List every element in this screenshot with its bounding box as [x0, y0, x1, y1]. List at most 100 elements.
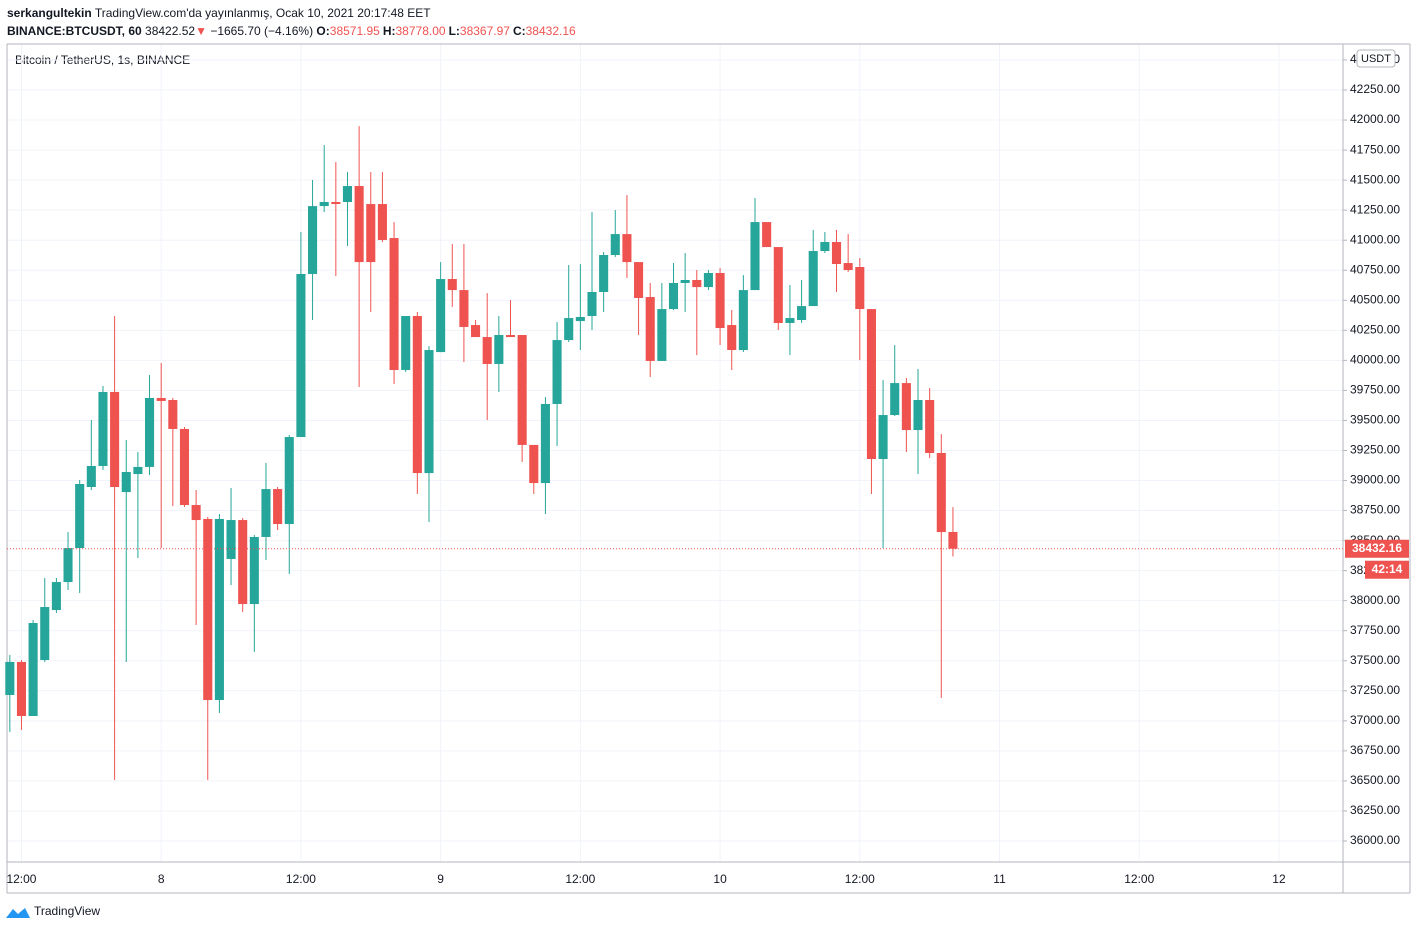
candle-body	[785, 318, 795, 323]
x-tick-label: 10	[713, 872, 727, 886]
y-tick-label: 42000.00	[1350, 112, 1400, 126]
logo: TradingView	[6, 904, 100, 918]
candle-body	[505, 335, 516, 338]
candle-body	[156, 397, 166, 401]
candle-body	[319, 202, 329, 207]
candle-body	[191, 505, 201, 521]
y-tick-label: 36750.00	[1350, 743, 1400, 757]
candle-body	[16, 661, 27, 717]
y-tick-label: 37500.00	[1350, 653, 1400, 667]
y-tick-label: 37750.00	[1350, 623, 1400, 637]
candle-body	[284, 437, 294, 525]
y-tick-label: 40000.00	[1350, 353, 1400, 367]
currency-badge	[1356, 49, 1396, 68]
candle-body	[133, 466, 143, 475]
candle-body	[75, 483, 85, 549]
candle-body	[273, 489, 283, 525]
ohlc-value: 38367.97	[459, 24, 510, 38]
ohlc-value: 38571.95	[329, 24, 380, 38]
y-tick-label: 39750.00	[1350, 383, 1400, 397]
x-tick-label: 12:00	[1124, 872, 1154, 886]
y-tick-label: 39500.00	[1350, 413, 1400, 427]
change: −1665.70 (−4.16%)	[210, 24, 314, 38]
candle-body	[63, 548, 73, 583]
candle-body	[913, 400, 923, 431]
candle-body	[121, 471, 131, 493]
candle-body	[331, 202, 341, 205]
y-tick-label: 36250.00	[1350, 803, 1400, 817]
candle-body	[762, 222, 772, 248]
y-tick-label: 40500.00	[1350, 292, 1400, 306]
candle-body	[925, 400, 935, 453]
y-tick-label: 40250.00	[1350, 322, 1400, 336]
candle-body	[377, 204, 387, 240]
candle-body	[238, 520, 248, 605]
logo-icon	[6, 908, 30, 918]
countdown: 42:14	[1372, 562, 1403, 576]
y-tick-label: 42250.00	[1350, 82, 1400, 96]
candle-body	[51, 582, 61, 611]
candle-body	[634, 262, 644, 299]
y-tick-label: 41750.00	[1350, 142, 1400, 156]
candle-body	[40, 607, 50, 661]
candle-body	[715, 273, 725, 329]
x-tick-label: 8	[158, 872, 165, 886]
ohlc: O:38571.95 H:38778.00 L:38367.97 C:38432.16	[316, 24, 578, 38]
candle-body	[936, 453, 946, 533]
publish-line: serkangultekin TradingView.com'da yayınl…	[7, 4, 579, 22]
candle-body	[622, 234, 632, 263]
candle-body	[797, 306, 807, 320]
x-tick-label: 12	[1272, 872, 1286, 886]
candle-body	[645, 297, 655, 361]
x-tick-label: 12:00	[565, 872, 595, 886]
candle-body	[703, 273, 713, 288]
quote-line: BINANCE:BTCUSDT, 60 38422.52▼ −1665.70 (…	[7, 22, 579, 40]
ohlc-value: 38778.00	[395, 24, 446, 38]
x-tick-label: 12:00	[845, 872, 875, 886]
logo-text: TradingView	[34, 904, 100, 918]
candle-body	[820, 242, 830, 252]
ohlc-label: H:	[382, 24, 396, 38]
candle-body	[412, 316, 422, 474]
candle-body	[599, 254, 609, 292]
candle-body	[529, 444, 539, 484]
x-tick-label: 11	[993, 872, 1006, 886]
x-tick-label: 12:00	[286, 872, 316, 886]
candle-body	[249, 536, 259, 605]
y-tick-label: 41250.00	[1350, 202, 1400, 216]
symbol: BINANCE:BTCUSDT, 60	[7, 24, 142, 38]
x-tick-label: 9	[437, 872, 444, 886]
candle-body	[901, 383, 911, 431]
candle-body	[110, 391, 120, 488]
price: 38422.52	[145, 24, 196, 38]
y-tick-label: 36500.00	[1350, 773, 1400, 787]
candle-body	[308, 206, 318, 274]
candle-body	[564, 318, 574, 341]
candle-body	[727, 325, 737, 351]
candle-body	[890, 383, 900, 416]
candle-body	[866, 309, 876, 460]
candle-body	[680, 279, 690, 283]
candle-body	[831, 242, 842, 264]
ohlc-label: C:	[512, 24, 526, 38]
last-price-box	[1345, 539, 1409, 558]
y-tick-label: 39250.00	[1350, 443, 1400, 457]
author: serkangultekin	[7, 6, 92, 20]
header: serkangultekin TradingView.com'da yayınl…	[7, 4, 579, 40]
candle-body	[389, 238, 399, 370]
candle-body	[471, 325, 481, 338]
candle-body	[179, 428, 190, 506]
y-tick-label: 41500.00	[1350, 172, 1400, 186]
candle-body	[342, 186, 353, 203]
candle-body	[296, 273, 306, 438]
published: TradingView.com'da yayınlanmış, Ocak 10,…	[94, 6, 431, 20]
candle-body	[5, 661, 15, 695]
candle-body	[482, 337, 492, 364]
candle-body	[773, 247, 783, 323]
candle-body	[203, 518, 213, 701]
candle-body	[808, 251, 818, 307]
candle-body	[401, 316, 411, 370]
candle-body	[657, 309, 667, 361]
y-tick-label: 37000.00	[1350, 713, 1400, 727]
candle-body	[668, 282, 679, 310]
